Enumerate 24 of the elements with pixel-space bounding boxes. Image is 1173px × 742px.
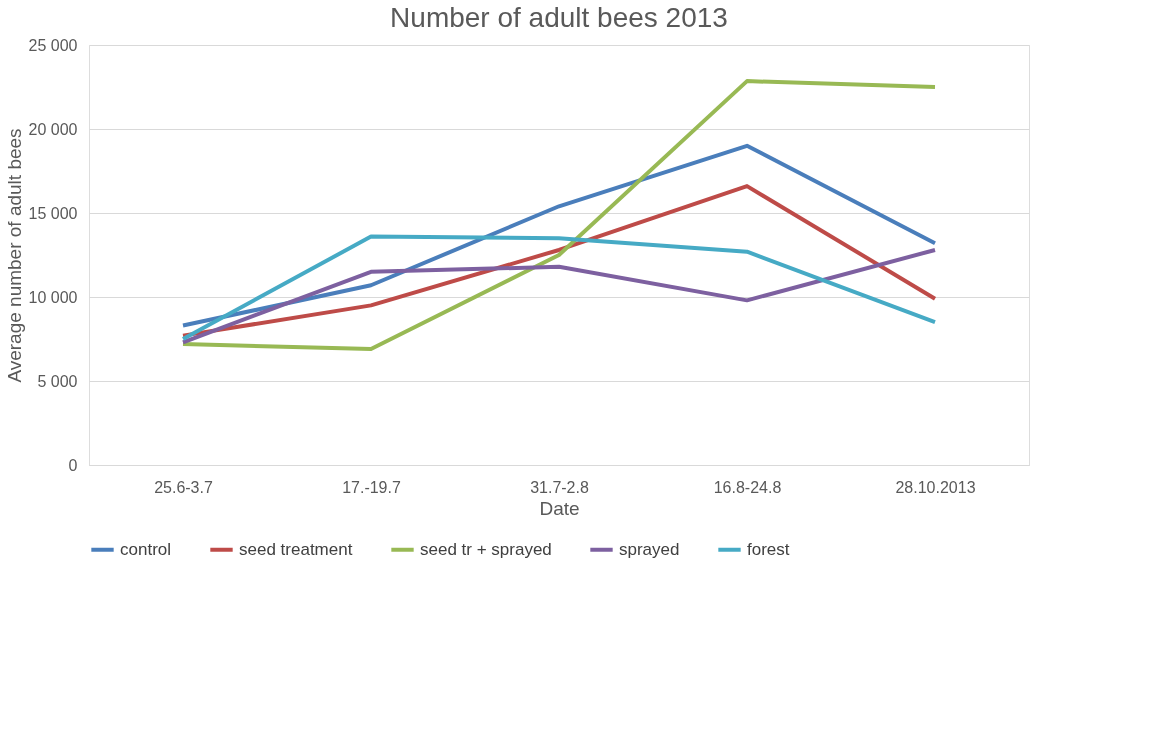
y-tick-label: 25 000 xyxy=(28,36,78,54)
x-tick-label: 17.-19.7 xyxy=(342,478,401,496)
y-tick-label: 5 000 xyxy=(37,372,78,390)
legend-label: control xyxy=(120,539,172,559)
y-tick-label: 20 000 xyxy=(28,120,78,138)
x-tick-label: 28.10.2013 xyxy=(895,478,976,496)
legend-label: sprayed xyxy=(619,539,680,559)
line-series xyxy=(181,247,937,345)
legend-label: seed treatment xyxy=(239,539,353,559)
x-tick-label: 25.6-3.7 xyxy=(154,478,213,496)
y-tick-label: 0 xyxy=(68,456,78,474)
y-tick-label: 10 000 xyxy=(28,288,78,306)
x-axis-title: Date xyxy=(539,497,580,519)
line-series xyxy=(181,79,937,352)
chart-title: Number of adult bees 2013 xyxy=(390,2,728,33)
line-series xyxy=(181,184,937,338)
x-tick-label: 16.8-24.8 xyxy=(713,478,782,496)
y-tick-label: 15 000 xyxy=(28,204,78,222)
legend-label: seed tr + sprayed xyxy=(420,539,552,559)
legend-label: forest xyxy=(747,539,790,559)
y-axis-title: Average number of adult bees xyxy=(3,128,25,383)
line-series xyxy=(181,234,937,341)
x-tick-label: 31.7-2.8 xyxy=(530,478,589,496)
line-series xyxy=(181,143,937,328)
